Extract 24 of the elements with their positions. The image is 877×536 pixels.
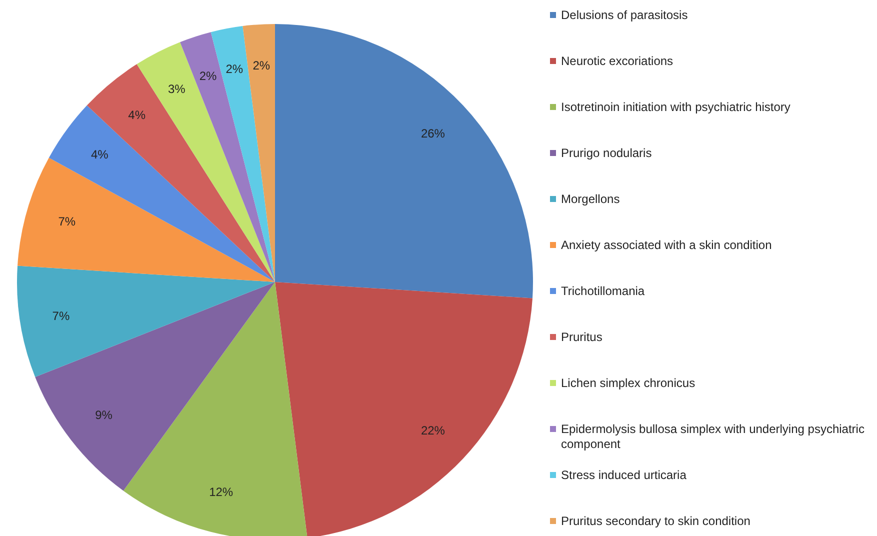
data-label: 4% [128,108,146,122]
legend-label: Anxiety associated with a skin condition [561,238,772,253]
data-label: 26% [420,126,446,141]
legend-label: Trichotillomania [561,284,645,299]
legend-label: Prurigo nodularis [561,146,652,161]
data-label: 12% [209,484,234,499]
legend-label: Lichen simplex chronicus [561,376,696,391]
data-label: 4% [91,148,109,162]
data-label: 2% [252,58,270,73]
legend-label: Morgellons [561,192,620,207]
legend-label: Epidermolysis bullosa simplex with underlying psychiatric component [561,422,866,452]
data-label: 2% [199,68,218,83]
legend-label: Isotretinoin initiation with psychiatric history [561,100,790,115]
legend-label: Stress induced urticaria [561,468,686,483]
data-label: 3% [168,82,186,96]
data-label: 7% [52,308,70,323]
data-label: 7% [58,214,76,229]
legend-label: Delusions of parasitosis [561,8,688,23]
legend-label: Pruritus secondary to skin condition [561,514,750,529]
data-label: 9% [95,408,113,422]
legend-label: Neurotic excoriations [561,54,674,69]
legend-label: Pruritus [561,330,602,345]
data-label: 22% [420,423,446,438]
data-label: 2% [226,62,244,76]
